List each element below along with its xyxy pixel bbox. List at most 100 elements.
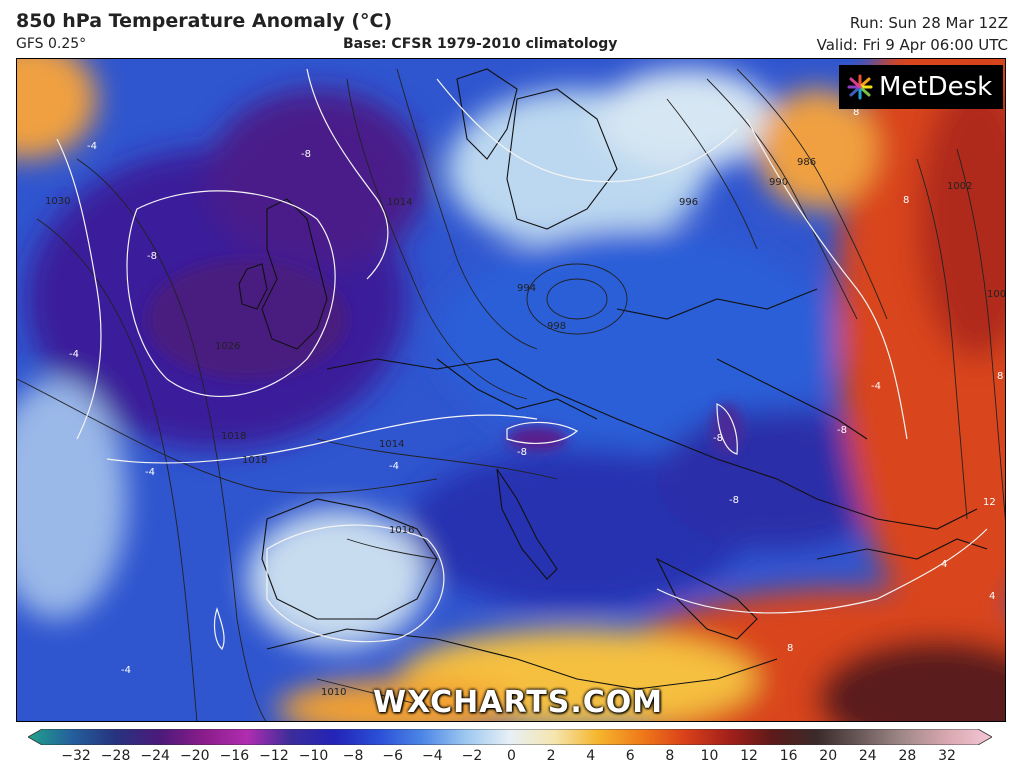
isobar-north-2 [396,68,538,350]
colorbar-tick-label: 32 [938,748,956,764]
isobar-label: 990 [769,177,788,188]
isobar-1026 [36,218,198,721]
colorbar [28,729,992,745]
isobar-label: 986 [797,157,816,168]
model-label: GFS 0.25° [16,36,87,52]
isobar-1016 [346,538,438,560]
isobar-label: 1026 [215,341,240,352]
anomaly-warm-nw [17,59,97,159]
anomaly-label: -8 [713,433,723,444]
anomaly-warm-ne [757,89,877,209]
coast-europe-south [326,358,978,530]
low-998-ring [526,263,628,335]
anomaly-cold-core-north [207,89,427,269]
anomaly-label: 8 [903,195,909,206]
isobar-north-1 [346,78,528,400]
border-west [436,358,598,420]
isobar-label: 998 [547,321,566,332]
colorbar-tick-label: 24 [858,748,877,764]
border-east [716,358,868,440]
colorbar-tick-label: −2 [461,748,483,764]
isobar-label: 994 [517,283,536,294]
anomaly-label: 4 [989,591,995,602]
anomaly-label: -8 [517,447,527,458]
isobar-1010 [316,678,438,710]
cold-blob-east [711,403,743,455]
coast-balkans [655,557,758,640]
anomaly-label: -4 [121,665,131,676]
anomaly-map: 1030 1026 1018 1014 1010 1016 998 994 98… [16,58,1006,722]
coast-north-africa [266,628,778,690]
isobar-1014 [316,438,558,480]
colorbar-tick-label: 20 [819,748,838,764]
metdesk-starburst-icon [847,74,873,100]
anomaly-label-layer: -4 -8 -8 -4 -4 -4 -8 -8 -8 -8 -4 -4 8 8 … [69,107,1003,676]
anomaly-label: -4 [69,349,79,360]
coast-scandinavia [506,88,618,230]
metdesk-logo-text: MetDesk [879,72,993,102]
colorbar-tick-label: −8 [342,748,364,764]
isobar-1006 [956,148,1005,521]
contour-zero-south [656,528,988,614]
colorbar-tick-label: −4 [421,748,443,764]
low-994-ring [546,278,608,320]
colorbar-tick-label: 28 [898,748,917,764]
colorbar-tick-label: −12 [259,748,289,764]
colorbar-tick-label: −32 [61,748,91,764]
colorbar-tick-label: 4 [586,748,596,764]
isobar-label: 1018 [221,431,246,442]
anomaly-warm-east-core [917,79,1005,359]
anomaly-label: -4 [87,141,97,152]
anomaly-blue-central [437,229,837,449]
isobar-1030 [76,158,267,721]
isobar-label: 1018 [242,455,267,466]
contour-minus8-atlantic [126,190,336,398]
isobar-label: 1014 [387,197,412,208]
anomaly-label: 8 [997,371,1003,382]
isobar-990 [736,68,888,320]
anomaly-label: -8 [729,495,739,506]
colorbar-tick-label: −16 [219,748,250,764]
isobar-1018 [17,378,438,494]
isobar-label: 1010 [321,687,346,698]
isobar-label-layer: 1030 1026 1018 1014 1010 1016 998 994 98… [45,157,1005,698]
anomaly-label: -4 [389,461,399,472]
isobar-label: 996 [679,197,698,208]
isobar-label: 1014 [379,439,404,450]
contour-minus8-alps [506,421,579,444]
anomaly-contours [56,68,988,650]
isobar-996 [666,98,758,250]
anomaly-warm-sw [277,679,517,721]
valid-time-label: Valid: Fri 9 Apr 06:00 UTC [816,36,1008,54]
anomaly-label: -8 [837,425,847,436]
contour-minus8-east [716,403,738,455]
colorbar-tick-label: 2 [546,748,556,764]
border-central [616,288,818,320]
contour-minus8-sw [213,607,225,650]
anomaly-label: -8 [301,149,311,160]
colorbar-tick-label: 6 [625,748,635,764]
colorbar-tick-label: 16 [779,748,798,764]
chart-title: 850 hPa Temperature Anomaly (°C) [16,10,393,32]
base-climatology-label: Base: CFSR 1979-2010 climatology [343,36,618,52]
colorbar-ticks: −32 −28 −24 −20 −16 −12 −10 −8 −6 −4 −2 0 2 4 6 8 10 12 16… [0,748,1024,772]
anomaly-label: -4 [145,467,155,478]
anomaly-label: -8 [147,251,157,262]
anomaly-pale-north [597,69,777,169]
anomaly-light-west [17,379,127,619]
colorbar-tick-label: −10 [298,748,329,764]
contour-minus8-north [306,68,389,280]
coast-ireland [238,263,268,310]
contour-minus4-north [436,78,738,183]
anomaly-label: 8 [787,643,793,654]
coast-norway [456,68,518,160]
colorbar-tick-label: −6 [382,748,404,764]
anomaly-pale-iberia [247,509,427,649]
wxcharts-watermark: WXCHARTS.COM [373,685,664,720]
coastlines [238,68,988,690]
isobar-1002 [916,158,968,520]
colorbar-tick-label: −24 [140,748,170,764]
isobar-label: 1030 [45,196,70,207]
anomaly-label: 4 [941,559,947,570]
coast-italy [496,468,558,580]
